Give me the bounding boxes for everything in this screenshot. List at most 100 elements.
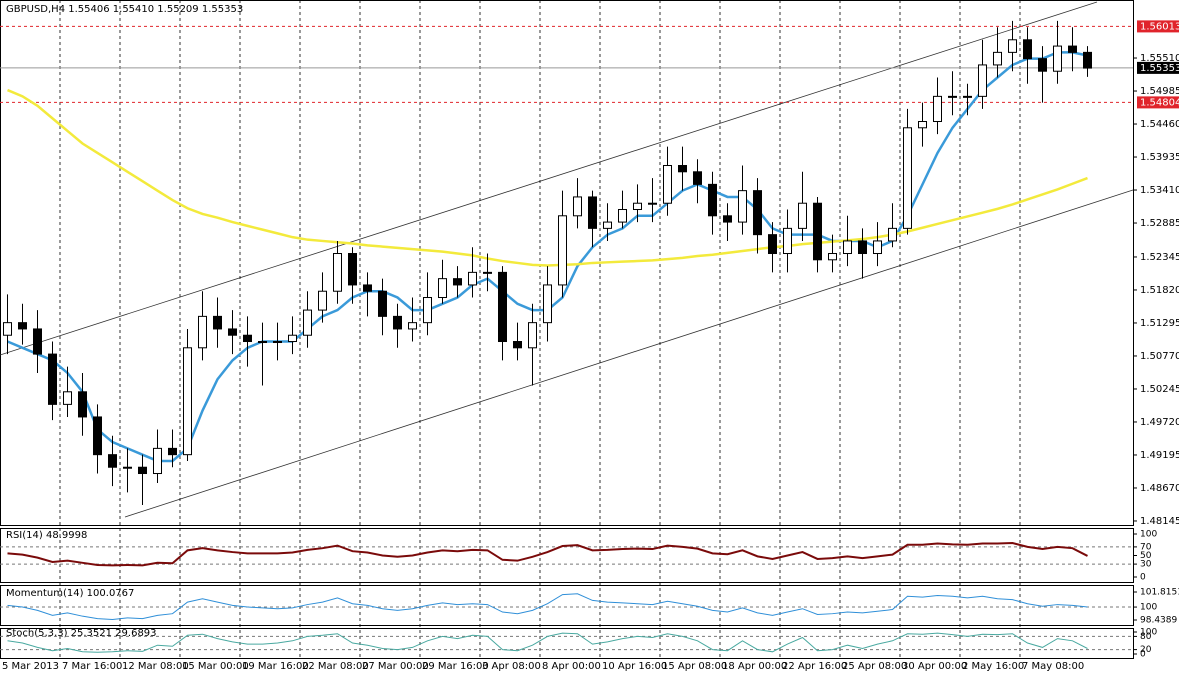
x-tick-label: 27 Mar 00:00 [362,661,429,672]
candle-body [108,454,117,468]
candle-body [933,95,942,123]
y-tick-label: 80 [1140,632,1152,642]
candle-body [48,353,57,405]
candle-body [903,127,912,229]
candle-body [138,466,147,475]
candle-body [888,227,897,242]
candle-body [708,183,717,217]
candle-body [1053,45,1062,72]
y-tick-label: 100 [1140,530,1157,540]
candle-body [963,95,972,98]
candle-body [3,322,12,336]
candle-body [768,234,777,255]
x-tick-label: 8 Apr 00:00 [542,661,601,672]
level-label-box [1137,61,1179,74]
candle-body [948,95,957,98]
y-tick-label: 1.49720 [1140,417,1179,428]
candle-body [858,240,867,255]
x-tick-label: 29 Mar 16:00 [422,661,489,672]
y-tick-label: 1.48145 [1140,516,1179,527]
y-tick-label: 1.52885 [1140,218,1179,229]
candle-body [258,341,267,344]
y-tick-label: 1.51295 [1140,318,1179,329]
y-tick-label: 1.49195 [1140,450,1179,461]
y-tick-label: 100 [1140,603,1157,613]
candle-body [453,278,462,286]
chart-title: GBPUSD,H4 1.55406 1.55410 1.55209 1.5535… [6,4,243,15]
candle-body [723,215,732,223]
candle-body [558,215,567,286]
candle-body [438,278,447,299]
candle-body [618,209,627,223]
x-tick-label: 5 Mar 2013 [2,661,59,672]
candle-body [918,121,927,129]
stoch-frame [0,628,1134,659]
candle-body [663,165,672,204]
candle-body [513,341,522,349]
candle-body [408,322,417,330]
panel-title: Momentum(14) 100.0767 [6,588,134,599]
candle-body [588,196,597,229]
x-tick-label: 7 May 08:00 [1022,661,1084,672]
candle-body [843,240,852,255]
candle-body [648,202,657,205]
y-tick-label: 30 [1140,560,1152,570]
candle-body [333,253,342,292]
x-tick-label: 2 May 16:00 [962,661,1024,672]
x-tick-label: 15 Apr 08:00 [662,661,727,672]
candle-body [213,315,222,330]
candle-body [693,171,702,185]
candle-body [93,416,102,456]
x-tick-label: 18 Apr 00:00 [722,661,787,672]
candle-body [288,334,297,343]
candle-body [783,227,792,255]
candle-body [798,202,807,229]
y-tick-label: 50 [1140,551,1152,561]
candle-body [468,271,477,286]
y-tick-label: 20 [1140,645,1152,655]
candle-body [753,190,762,236]
candle-body [573,196,582,217]
candle-body [78,391,87,418]
candle-body [243,334,252,343]
x-tick-label: 3 Apr 08:00 [482,661,541,672]
x-tick-label: 30 Apr 00:00 [902,661,967,672]
level-label: 1.55353 [1140,63,1179,74]
y-tick-label: 101.8151 [1140,588,1179,598]
indicator-line [7,632,1088,653]
y-tick-label: 70 [1140,542,1152,552]
channel [0,1,1134,518]
x-tick-label: 25 Apr 08:00 [842,661,907,672]
y-tick-label: 100 [1140,628,1157,638]
candle-body [273,341,282,344]
frames [0,0,1134,659]
x-tick-label: 15 Mar 00:00 [182,661,249,672]
candle-body [483,271,492,274]
y-tick-label: 0 [1140,650,1146,660]
candle-body [978,64,987,97]
main-frame [0,0,1134,526]
y-tick-label: 1.52345 [1140,252,1179,263]
indicator-line [7,542,1088,567]
candle-body [1083,51,1092,69]
candle-body [498,271,507,343]
candle-body [423,297,432,324]
candle-body [363,284,372,292]
candle-body [1068,45,1077,53]
candle-body [1038,58,1047,72]
candle-body [603,221,612,229]
candle-body [228,328,237,336]
channel-upper [0,1,1098,356]
y-tick-label: 98.4389 [1140,616,1177,626]
candle-body [678,165,687,173]
candle-body [813,202,822,261]
level-label-box [1137,96,1179,109]
candle-body [123,466,132,469]
candle-body [528,322,537,349]
candle-body [873,240,882,255]
y-tick-label: 1.48670 [1140,483,1179,494]
candle-body [993,51,1002,66]
y-tick-label: 0 [1140,573,1146,583]
